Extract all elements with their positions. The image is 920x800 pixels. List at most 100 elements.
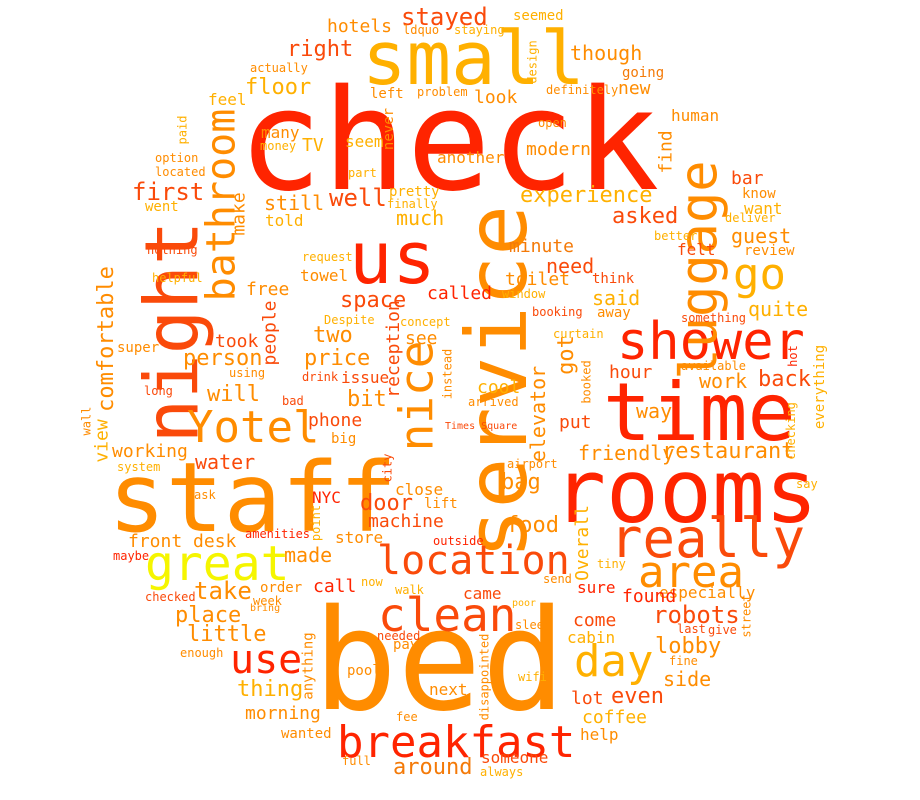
word-order: order bbox=[260, 580, 303, 596]
word-something: something bbox=[681, 311, 747, 325]
word-breakfast: breakfast bbox=[337, 717, 576, 768]
word-enough: enough bbox=[180, 646, 224, 660]
word-pay: pay bbox=[393, 637, 419, 653]
word-concept: concept bbox=[400, 315, 451, 329]
word-told: told bbox=[265, 211, 304, 230]
word-food: food bbox=[506, 513, 559, 538]
word-think: think bbox=[592, 271, 635, 287]
word-help: help bbox=[580, 725, 619, 744]
word-yotel: Yotel bbox=[187, 402, 320, 453]
word-price: price bbox=[304, 346, 371, 371]
word-quite: quite bbox=[748, 297, 809, 321]
word-point: point bbox=[309, 504, 324, 542]
word-deliver: deliver bbox=[725, 211, 776, 225]
word-amenities: amenities bbox=[245, 527, 311, 541]
word-bit: bit bbox=[347, 387, 387, 412]
word-guest: guest bbox=[731, 224, 792, 248]
word-design: design bbox=[525, 39, 540, 84]
word-despite: Despite bbox=[324, 313, 375, 327]
word-made: made bbox=[284, 543, 333, 567]
word-open: open bbox=[538, 116, 567, 130]
word-bag: bag bbox=[501, 470, 541, 495]
word-check: check bbox=[238, 60, 660, 223]
word-lobby: lobby bbox=[655, 634, 722, 659]
word-space: space bbox=[340, 288, 407, 313]
word-staying: staying bbox=[454, 23, 505, 37]
word-tiny: tiny bbox=[597, 557, 626, 571]
word-better: better bbox=[654, 229, 698, 243]
word-hot: hot bbox=[785, 345, 800, 367]
word-need: need bbox=[546, 254, 595, 278]
word-part: part bbox=[348, 166, 377, 180]
word-fee: fee bbox=[396, 710, 418, 724]
word-disappointed: disappointed bbox=[476, 633, 491, 720]
word-clean: clean bbox=[378, 588, 517, 642]
word-window: window bbox=[502, 287, 546, 301]
word-coffee: coffee bbox=[582, 707, 648, 728]
word-went: went bbox=[145, 199, 179, 215]
word-comfortable: comfortable bbox=[93, 266, 119, 412]
word-never: never bbox=[381, 107, 398, 151]
word-someone: someone bbox=[481, 748, 549, 767]
word-overall: Overall bbox=[571, 505, 593, 581]
word-big: big bbox=[331, 431, 357, 447]
word-times-square: Times Square bbox=[445, 421, 518, 432]
word-needed: needed bbox=[377, 629, 421, 643]
word-nyc: NYC bbox=[312, 488, 341, 507]
word-walk: walk bbox=[395, 583, 424, 597]
word-look: look bbox=[474, 87, 518, 108]
word-elevator: elevator bbox=[526, 365, 551, 463]
word-location: location bbox=[377, 538, 570, 584]
word-another: another bbox=[437, 148, 505, 167]
word-small: small bbox=[362, 16, 585, 102]
word-floor: floor bbox=[245, 75, 312, 100]
word-area: area bbox=[638, 547, 744, 598]
word-close: close bbox=[395, 480, 444, 499]
word-nothing: nothing bbox=[147, 243, 198, 257]
word-cool: cool bbox=[477, 377, 521, 398]
word-people: people bbox=[259, 299, 281, 366]
word-lot: lot bbox=[571, 688, 604, 709]
word-water: water bbox=[195, 450, 256, 474]
word-little: little bbox=[187, 622, 267, 647]
word-morning: morning bbox=[245, 703, 321, 724]
word-great: great bbox=[145, 536, 290, 592]
word-using: using bbox=[229, 366, 266, 380]
word-new: new bbox=[618, 78, 651, 99]
word-call: call bbox=[313, 576, 357, 597]
word-booking: booking bbox=[532, 305, 583, 319]
word-go: go bbox=[733, 249, 786, 300]
word-human: human bbox=[671, 106, 720, 125]
word-really: really bbox=[610, 507, 806, 570]
word-place: place bbox=[175, 603, 242, 628]
word-phone: phone bbox=[308, 410, 363, 431]
word-maybe: maybe bbox=[113, 549, 150, 563]
word-around: around bbox=[393, 755, 473, 780]
word-thing: thing bbox=[237, 677, 304, 702]
word-view: view bbox=[91, 418, 113, 463]
word-back: back bbox=[758, 367, 811, 392]
word-luggage: luggage bbox=[669, 159, 730, 380]
word-staff: staff bbox=[108, 442, 397, 554]
word-still: still bbox=[264, 191, 325, 215]
word-two: two bbox=[313, 323, 353, 348]
word-especially: especially bbox=[659, 583, 756, 602]
word-option: option bbox=[155, 151, 199, 165]
word-called: called bbox=[427, 283, 493, 304]
word-say: say bbox=[796, 477, 818, 491]
word-available: available bbox=[681, 359, 747, 373]
word-last: last bbox=[677, 622, 706, 636]
word-robots: robots bbox=[653, 601, 740, 629]
word-fine: fine bbox=[669, 654, 698, 668]
word-left: left bbox=[370, 86, 404, 102]
word-paid: paid bbox=[174, 115, 189, 144]
word-much: much bbox=[396, 206, 445, 230]
word-seemed: seemed bbox=[513, 8, 564, 24]
word-way: way bbox=[636, 399, 673, 423]
word-door: door bbox=[360, 491, 413, 516]
word-first: first bbox=[132, 178, 205, 206]
word-lift: lift bbox=[424, 496, 458, 512]
word-bar: bar bbox=[731, 168, 764, 189]
word-rooms: rooms bbox=[553, 440, 818, 543]
